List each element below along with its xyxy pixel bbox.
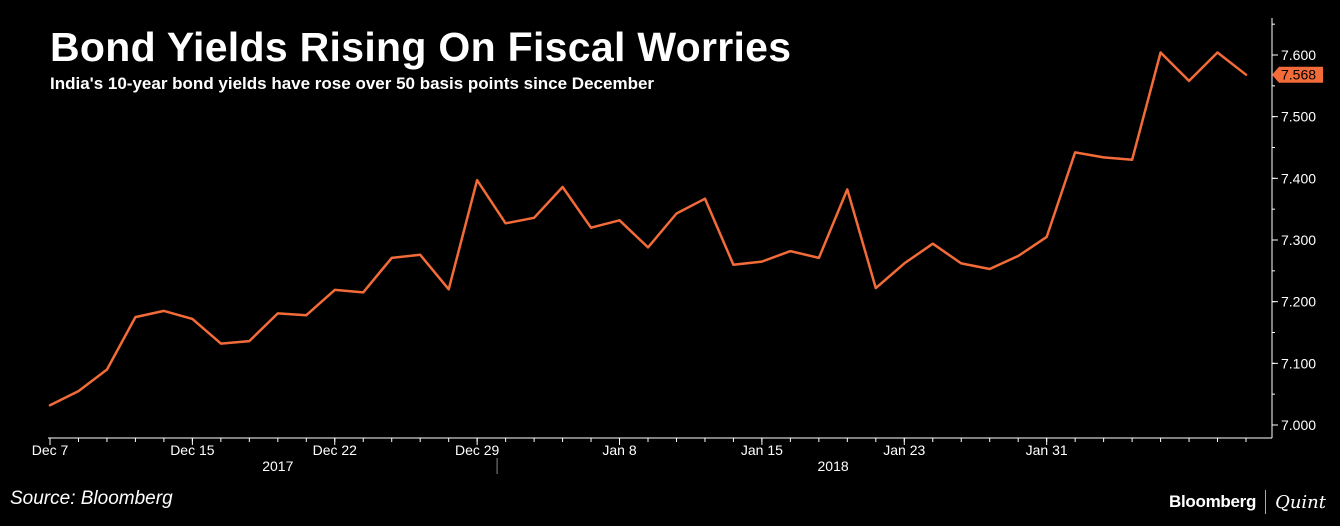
x-group-label: 2017 — [262, 458, 293, 474]
x-tick-label: Dec 22 — [313, 442, 358, 458]
source-note: Source: Bloomberg — [10, 488, 173, 509]
y-tick-label: 7.200 — [1281, 294, 1316, 310]
y-tick-label: 7.100 — [1281, 355, 1316, 371]
x-tick-label: Jan 23 — [883, 442, 925, 458]
x-tick-label: Dec 29 — [455, 442, 500, 458]
x-tick-label: Dec 7 — [32, 442, 69, 458]
last-value-label: 7.568 — [1281, 67, 1316, 83]
x-group-label: 2018 — [818, 458, 849, 474]
x-tick-label: Dec 15 — [170, 442, 215, 458]
quint-wordmark: Quint — [1275, 491, 1326, 513]
brand-divider — [1265, 490, 1267, 514]
x-tick-label: Jan 8 — [602, 442, 636, 458]
y-tick-label: 7.300 — [1281, 232, 1316, 248]
y-tick-label: 7.000 — [1281, 417, 1316, 433]
last-value-marker — [1272, 66, 1323, 83]
chart-subtitle: India's 10-year bond yields have rose ov… — [50, 74, 655, 93]
y-tick-label: 7.600 — [1281, 47, 1316, 63]
chart-title: Bond Yields Rising On Fiscal Worries — [50, 24, 792, 70]
series-line — [48, 51, 1248, 407]
x-tick-label: Jan 31 — [1026, 442, 1068, 458]
y-tick-label: 7.500 — [1281, 109, 1316, 125]
x-tick-label: Jan 15 — [741, 442, 783, 458]
y-tick-label: 7.400 — [1281, 170, 1316, 186]
bloomberg-wordmark: Bloomberg — [1169, 492, 1257, 511]
brand-logo: Bloomberg Quint — [1169, 490, 1326, 514]
